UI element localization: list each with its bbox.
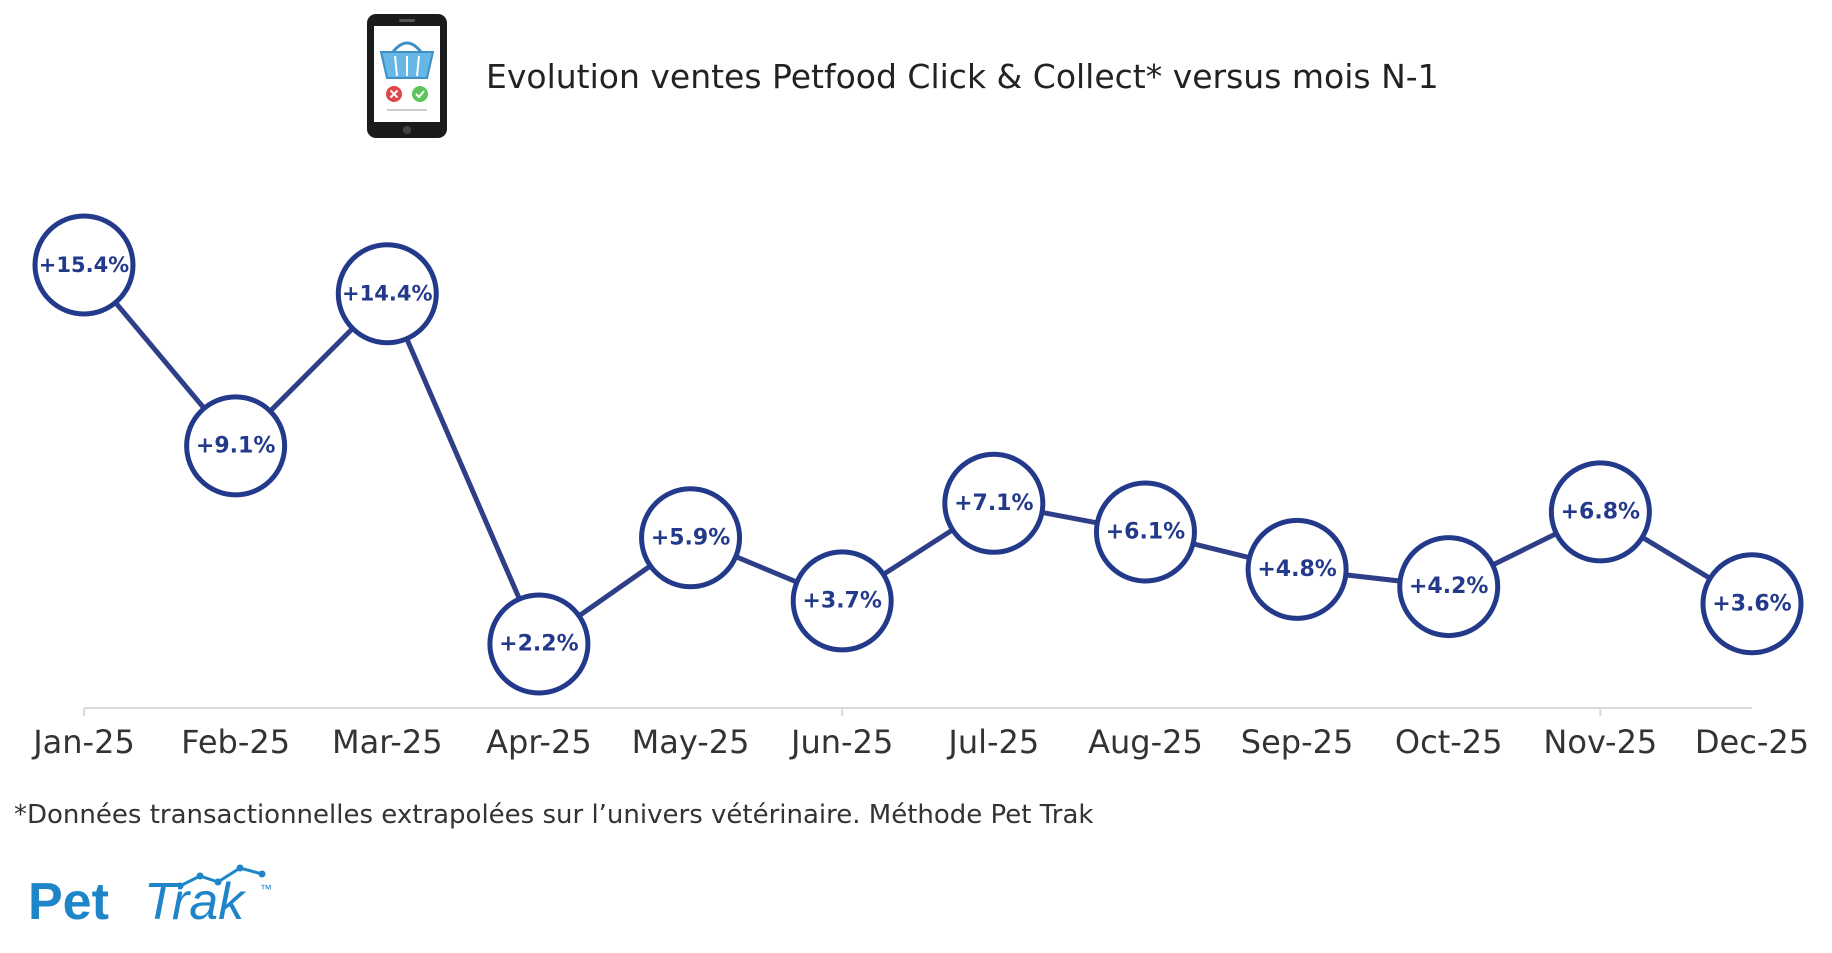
data-label: +3.7% [802,588,881,613]
data-label: +6.8% [1561,499,1640,524]
x-tick-label: Apr-25 [486,723,592,761]
shopping-basket-phone-icon [367,14,447,138]
x-tick-label: Sep-25 [1241,723,1354,761]
footnote: *Données transactionnelles extrapolées s… [14,800,1094,830]
data-label: +2.2% [499,632,578,657]
data-label: +3.6% [1712,591,1791,616]
data-point-marker [1397,535,1501,639]
pettrak-logo: Pet Trak ™ [28,862,288,942]
x-tick-label: Jun-25 [789,723,893,761]
data-point-marker [942,451,1046,555]
data-label: +14.4% [342,282,432,306]
data-point-marker [335,242,439,346]
data-point-marker [1093,480,1197,584]
x-tick-label: Nov-25 [1543,723,1657,761]
x-tick-label: Dec-25 [1695,723,1809,761]
x-tick-label: Oct-25 [1395,723,1503,761]
data-point-marker [1700,552,1804,656]
data-point-marker [32,213,136,317]
logo-trademark: ™ [260,882,272,896]
x-tick-label: Mar-25 [332,723,443,761]
x-tick-label: Feb-25 [181,723,290,761]
data-label: +4.2% [1409,574,1488,599]
data-label: +9.1% [196,433,275,458]
series-line-layer [81,262,1755,647]
series-line [81,262,1755,647]
data-label: +6.1% [1106,520,1185,545]
chart-title: Evolution ventes Petfood Click & Collect… [486,56,1439,96]
data-label: +15.4% [39,253,129,277]
x-tick-label: Jul-25 [946,723,1039,761]
data-point-layer: +15.4% +9.1% +14.4% +2.2% +5.9% +3.7% +7.1% +6.… [32,213,1804,696]
x-tick-labels: Jan-25 Feb-25 Mar-25 Apr-25 May-25 Jun-25 Jul-… [31,723,1809,761]
data-label: +5.9% [651,525,730,550]
chart-header: Evolution ventes Petfood Click & Collect… [365,12,1439,140]
data-point-marker [790,549,894,653]
data-point-marker [1245,517,1349,621]
line-chart: +15.4% +9.1% +14.4% +2.2% +5.9% +3.7% +7.1% +6.… [31,213,1809,761]
x-tick-label: Aug-25 [1088,723,1203,761]
x-tick-label: May-25 [632,723,750,761]
data-point-marker [639,486,743,590]
logo-sparkline-icon [178,864,266,890]
x-tick-label: Jan-25 [31,723,135,761]
data-label: +7.1% [954,491,1033,516]
data-label: +4.8% [1257,557,1336,582]
logo-text-pet: Pet [28,873,109,931]
data-point-marker [184,394,288,498]
logo-text-trak: Trak [144,873,245,931]
data-point-marker [1548,460,1652,564]
data-point-marker [487,592,591,696]
x-axis [83,707,1752,716]
